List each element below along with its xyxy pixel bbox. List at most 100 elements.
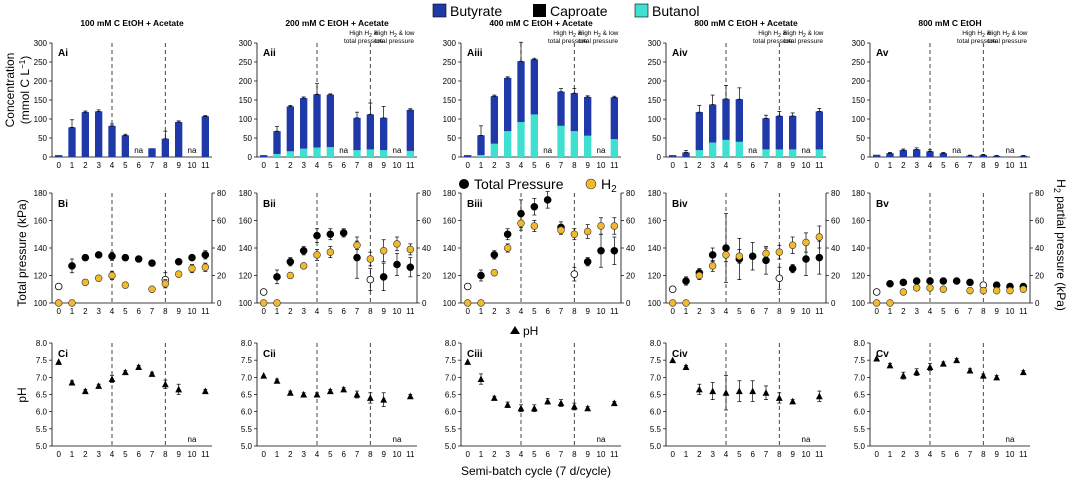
na-label: na [597, 435, 606, 444]
panel-cv: Cv 5.0 5.5 6.0 6.5 7.0 7.5 8.0 0 1 2 3 4 5 6 7 8 9 10 11 na [854, 339, 1030, 459]
na-label: na [597, 146, 606, 155]
row-b-xtick-label: 5 [532, 307, 537, 316]
row-a-xtick-label: 8 [368, 161, 373, 170]
legend-caproate-label: Caproate [550, 3, 608, 19]
h2-point [570, 230, 579, 238]
bar-butyrate [775, 115, 783, 150]
row-c-xtick-label: 5 [328, 450, 333, 459]
row-a-xtick-label: 5 [123, 161, 128, 170]
row-b-y2tick-label: 80 [1035, 189, 1044, 198]
ph-point [815, 392, 823, 400]
row-a-xtick-label: 1 [275, 161, 280, 170]
row-b-xtick-label: 3 [710, 307, 715, 316]
na-label: na [802, 146, 811, 155]
h2-point [872, 299, 881, 307]
bar-butyrate [762, 118, 770, 150]
row-b-xtick-label: 1 [479, 307, 484, 316]
total-pressure-point [121, 253, 130, 262]
ph-point [789, 397, 797, 405]
row-a-xtick-label: 10 [1006, 161, 1015, 170]
row-a-xtick-label: 1 [70, 161, 75, 170]
row-a-xtick-label: 6 [545, 161, 550, 170]
row-a-xtick-label: 5 [941, 161, 946, 170]
panel-title: 400 mM C EtOH + Acetate [489, 18, 593, 28]
panel-aii: 200 mM C EtOH + AcetateAii05010015020025… [239, 18, 417, 170]
ph-point [406, 392, 414, 400]
total-pressure-point [406, 263, 415, 272]
row-c-ytick-label: 6.5 [650, 391, 662, 400]
ph-point [81, 387, 89, 395]
bar-butanol [353, 150, 361, 157]
bar-butyrate [926, 151, 934, 157]
h2-point [557, 226, 565, 234]
bar-butyrate [121, 135, 129, 157]
row-c-xtick-label: 0 [261, 450, 266, 459]
note-high-h2-total-2: total pressure [548, 38, 588, 45]
row-b-xtick-label: 3 [914, 307, 919, 316]
row-b-y2tick-label: 0 [831, 299, 836, 308]
note-high-h2-low-total: High H2 & low [783, 30, 824, 39]
bar-butyrate [695, 112, 703, 151]
row-a-xtick-label: 8 [777, 161, 782, 170]
row-a-ytick-label: 250 [239, 58, 253, 67]
legend-butyrate-swatch [432, 3, 447, 18]
total-pressure-open-point [463, 282, 472, 291]
ph-point [504, 401, 512, 408]
total-pressure-open-point [668, 285, 677, 294]
row-c-xtick-label: 5 [737, 450, 742, 459]
ph-point [695, 385, 703, 393]
row-c-ytick-label: 7.0 [241, 373, 253, 382]
total-pressure-open-point [872, 288, 881, 296]
row-a-xtick-label: 9 [790, 161, 795, 170]
row-a-ytick-label: 50 [652, 134, 661, 143]
h2-point [530, 222, 539, 230]
row-c-xtick-label: 3 [301, 450, 306, 459]
ph-point [313, 390, 321, 398]
note-high-h2-low-total-2: total pressure [579, 38, 619, 45]
row-b-xtick-label: 0 [56, 307, 61, 316]
row-a-xtick-label: 0 [56, 161, 61, 170]
row-a-ytick-label: 100 [443, 115, 457, 124]
row-c-xtick-label: 7 [355, 450, 360, 459]
row-c-ytick-label: 5.0 [445, 442, 457, 451]
panel-label: Aiii [467, 48, 483, 59]
row-b-ytick-label: 100 [443, 299, 457, 308]
panel-label: Ci [58, 349, 68, 360]
row-b-xtick-label: 6 [136, 307, 141, 316]
note-high-h2-total: High H2 & [962, 30, 991, 39]
row-b-xtick-label: 5 [737, 307, 742, 316]
row-a-xtick-label: 8 [572, 161, 577, 170]
ph-point [610, 399, 618, 407]
row-b-y2tick-label: 0 [422, 299, 427, 308]
row-b-xtick-label: 3 [96, 307, 101, 316]
row-b-xtick-label: 10 [802, 307, 811, 316]
row-a-xtick-label: 4 [928, 161, 933, 170]
row-a-xtick-label: 0 [874, 161, 879, 170]
total-pressure-point [108, 252, 116, 261]
row-a-xtick-label: 0 [670, 161, 675, 170]
note-high-h2-total-2: total pressure [957, 38, 997, 45]
row-a-ytick-label: 250 [648, 58, 662, 67]
row-a-ytick-label: 300 [648, 39, 662, 48]
row-b-xtick-label: 11 [201, 307, 210, 316]
h2-point [966, 286, 974, 295]
ph-point [669, 356, 677, 364]
total-pressure-point [597, 246, 605, 255]
row-c-xtick-label: 10 [802, 450, 811, 459]
row-b-xtick-label: 1 [275, 307, 280, 316]
row-c-xtick-label: 4 [110, 450, 115, 459]
total-pressure-point [313, 231, 321, 240]
panel-civ: Civ 5.0 5.5 6.0 6.5 7.0 7.5 8.0 0 1 2 3 4 5 6 7 8 9 10 11 na [650, 339, 826, 459]
na-label: na [393, 146, 402, 155]
row-a-xtick-label: 9 [585, 161, 590, 170]
total-pressure-point [174, 257, 183, 266]
row-c-xtick-label: 2 [288, 450, 293, 459]
panel-label: Bii [263, 199, 276, 210]
row-c-xtick-label: 10 [393, 450, 402, 459]
na-label: na [802, 435, 811, 444]
row-a-xtick-label: 10 [802, 161, 811, 170]
x-axis-label: Semi-batch cycle (7 d/cycle) [461, 464, 611, 478]
row-b-xtick-label: 4 [928, 307, 933, 316]
bar-butyrate [669, 155, 677, 157]
